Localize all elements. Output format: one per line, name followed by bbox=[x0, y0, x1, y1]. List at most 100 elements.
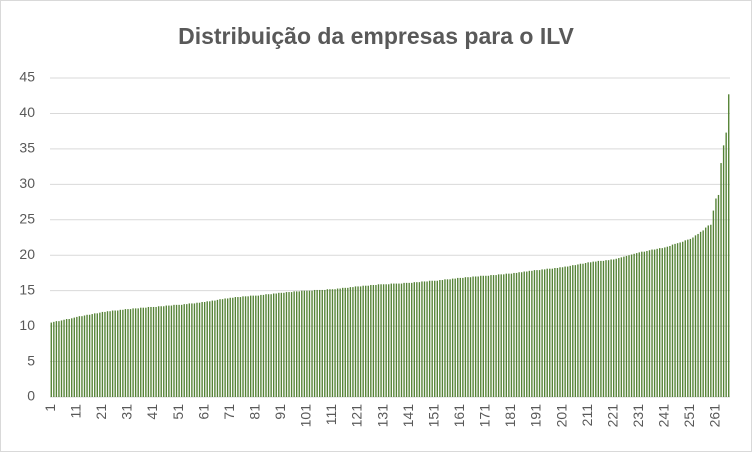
y-tick-label: 25 bbox=[19, 210, 35, 226]
bar bbox=[633, 253, 635, 397]
bar bbox=[334, 289, 336, 397]
bar bbox=[339, 288, 341, 397]
bar bbox=[377, 284, 380, 397]
bar bbox=[398, 283, 400, 397]
bar bbox=[459, 277, 461, 397]
bar bbox=[699, 231, 702, 397]
bar bbox=[556, 267, 559, 397]
bar bbox=[595, 261, 597, 397]
bar bbox=[426, 281, 428, 397]
bar bbox=[142, 307, 144, 397]
bar bbox=[109, 311, 111, 397]
bar bbox=[244, 296, 247, 397]
bar bbox=[267, 294, 270, 397]
bar bbox=[490, 275, 492, 397]
bar bbox=[306, 290, 308, 397]
bar bbox=[265, 294, 267, 397]
bar bbox=[487, 275, 490, 397]
bar bbox=[551, 268, 554, 397]
bar bbox=[385, 284, 387, 397]
bar bbox=[178, 304, 180, 397]
bar bbox=[400, 283, 403, 397]
bar bbox=[536, 270, 538, 397]
bar bbox=[275, 293, 277, 397]
bar bbox=[290, 292, 293, 397]
x-tick-label: 31 bbox=[119, 404, 135, 420]
bar bbox=[674, 243, 676, 397]
x-tick-label: 121 bbox=[349, 404, 365, 428]
bar bbox=[55, 321, 58, 397]
bar bbox=[472, 276, 474, 397]
bar bbox=[145, 307, 147, 397]
bar bbox=[533, 270, 536, 397]
bar bbox=[53, 321, 55, 397]
bar bbox=[462, 277, 464, 397]
bar bbox=[301, 290, 303, 397]
bar bbox=[523, 271, 525, 397]
bar bbox=[349, 287, 352, 397]
bar bbox=[152, 306, 155, 397]
y-tick-label: 15 bbox=[19, 281, 35, 297]
bar bbox=[163, 306, 165, 397]
bar bbox=[359, 286, 362, 397]
bar bbox=[242, 296, 244, 397]
bar bbox=[234, 297, 237, 397]
bar bbox=[592, 261, 594, 397]
bar bbox=[129, 309, 132, 397]
bar bbox=[214, 300, 216, 397]
bar bbox=[219, 299, 221, 397]
x-tick-label: 81 bbox=[246, 404, 262, 420]
bar bbox=[605, 260, 607, 397]
bar bbox=[257, 295, 260, 397]
y-tick-label: 45 bbox=[19, 69, 35, 85]
bar bbox=[206, 301, 208, 397]
bar bbox=[324, 289, 326, 397]
x-tick-label: 211 bbox=[579, 404, 595, 427]
bar bbox=[715, 198, 717, 397]
bar bbox=[416, 282, 418, 397]
bar bbox=[313, 289, 316, 397]
bar bbox=[431, 280, 433, 397]
bar bbox=[572, 265, 574, 397]
bar bbox=[191, 303, 193, 397]
bar bbox=[175, 304, 178, 397]
x-tick-label: 221 bbox=[604, 404, 620, 428]
bar bbox=[252, 295, 254, 397]
bar bbox=[682, 241, 684, 397]
bar bbox=[260, 294, 262, 397]
bar bbox=[124, 309, 127, 397]
bar bbox=[114, 310, 116, 397]
bar bbox=[543, 269, 546, 397]
bar bbox=[653, 249, 656, 397]
bar bbox=[60, 320, 63, 397]
bar bbox=[134, 308, 137, 397]
x-tick-label: 131 bbox=[374, 404, 390, 428]
bar bbox=[503, 274, 505, 397]
bar bbox=[451, 278, 454, 397]
bar bbox=[528, 270, 531, 397]
bar bbox=[232, 297, 234, 397]
bar bbox=[293, 291, 295, 397]
bar bbox=[577, 264, 579, 397]
bar bbox=[147, 306, 150, 397]
bar bbox=[203, 302, 206, 397]
bar bbox=[272, 293, 275, 397]
bar bbox=[497, 274, 500, 397]
bar bbox=[168, 305, 170, 397]
bar bbox=[331, 289, 334, 397]
bar bbox=[354, 286, 357, 397]
bar bbox=[549, 268, 551, 397]
bar bbox=[480, 275, 482, 397]
bar bbox=[336, 288, 339, 397]
bar bbox=[505, 273, 508, 397]
bar bbox=[636, 253, 638, 397]
bar bbox=[428, 280, 431, 397]
bar bbox=[482, 275, 484, 397]
bar bbox=[311, 290, 313, 397]
bar bbox=[88, 314, 91, 397]
bar bbox=[648, 250, 651, 397]
bar bbox=[587, 262, 589, 397]
bar bbox=[226, 298, 229, 397]
bar bbox=[508, 273, 510, 397]
bar bbox=[316, 289, 318, 397]
